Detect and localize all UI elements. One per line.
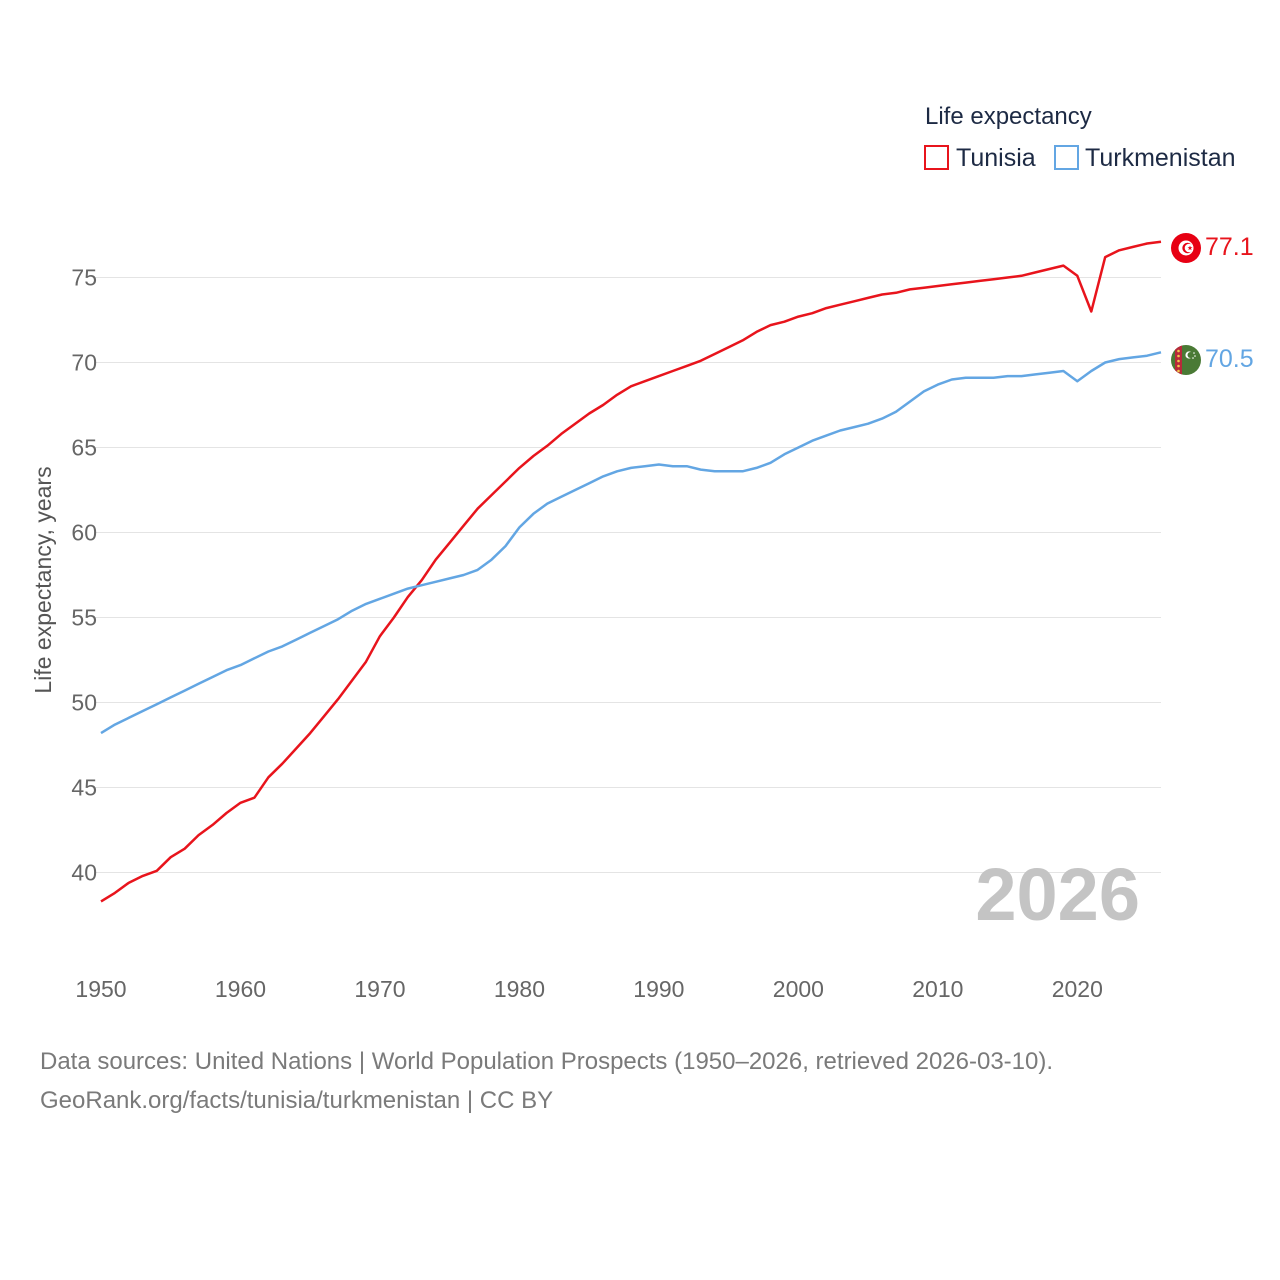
x-tick-label: 2000 bbox=[773, 976, 824, 1002]
y-tick-label: 40 bbox=[71, 860, 97, 886]
x-tick-label: 1970 bbox=[354, 976, 405, 1002]
y-tick-label: 65 bbox=[71, 435, 97, 461]
footer: Data sources: United Nations | World Pop… bbox=[40, 1042, 1053, 1120]
x-tick-label: 1960 bbox=[215, 976, 266, 1002]
life-expectancy-chart: Life expectancy Tunisia Turkmenistan Lif… bbox=[30, 103, 1254, 1002]
legend: Life expectancy Tunisia Turkmenistan bbox=[924, 103, 1236, 172]
y-tick-label: 55 bbox=[71, 605, 97, 631]
x-axis-ticks: 1950 1960 1970 1980 1990 2000 2010 2020 bbox=[75, 976, 1102, 1002]
year-watermark: 2026 bbox=[975, 853, 1140, 936]
series-line-tunisia[interactable] bbox=[100, 240, 1162, 903]
legend-swatch-turkmenistan[interactable] bbox=[1054, 145, 1079, 170]
x-tick-label: 2020 bbox=[1052, 976, 1103, 1002]
x-tick-label: 1950 bbox=[75, 976, 126, 1002]
end-label-turkmenistan: 70.5 bbox=[1205, 345, 1254, 373]
x-tick-label: 2010 bbox=[912, 976, 963, 1002]
x-tick-label: 1980 bbox=[494, 976, 545, 1002]
legend-swatch-tunisia[interactable] bbox=[924, 145, 949, 170]
series-line-turkmenistan[interactable] bbox=[100, 351, 1162, 735]
legend-title: Life expectancy bbox=[925, 103, 1092, 130]
y-axis-label: Life expectancy, years bbox=[30, 466, 56, 693]
legend-label-tunisia[interactable]: Tunisia bbox=[956, 144, 1036, 172]
legend-label-turkmenistan[interactable]: Turkmenistan bbox=[1085, 144, 1236, 172]
tunisia-flag-icon bbox=[1171, 233, 1201, 263]
turkmenistan-flag-icon bbox=[1171, 345, 1201, 375]
data-source-line: Data sources: United Nations | World Pop… bbox=[40, 1048, 1054, 1075]
y-tick-label: 60 bbox=[71, 520, 97, 546]
y-axis-ticks: 40 45 50 55 60 65 70 75 bbox=[71, 265, 97, 886]
attribution-line[interactable]: GeoRank.org/facts/tunisia/turkmenistan |… bbox=[40, 1087, 554, 1114]
y-tick-label: 70 bbox=[71, 350, 97, 376]
end-label-tunisia: 77.1 bbox=[1205, 233, 1254, 261]
y-tick-label: 45 bbox=[71, 775, 97, 801]
x-tick-label: 1990 bbox=[633, 976, 684, 1002]
y-tick-label: 75 bbox=[71, 265, 97, 291]
y-tick-label: 50 bbox=[71, 690, 97, 716]
gridlines bbox=[95, 277, 1161, 873]
